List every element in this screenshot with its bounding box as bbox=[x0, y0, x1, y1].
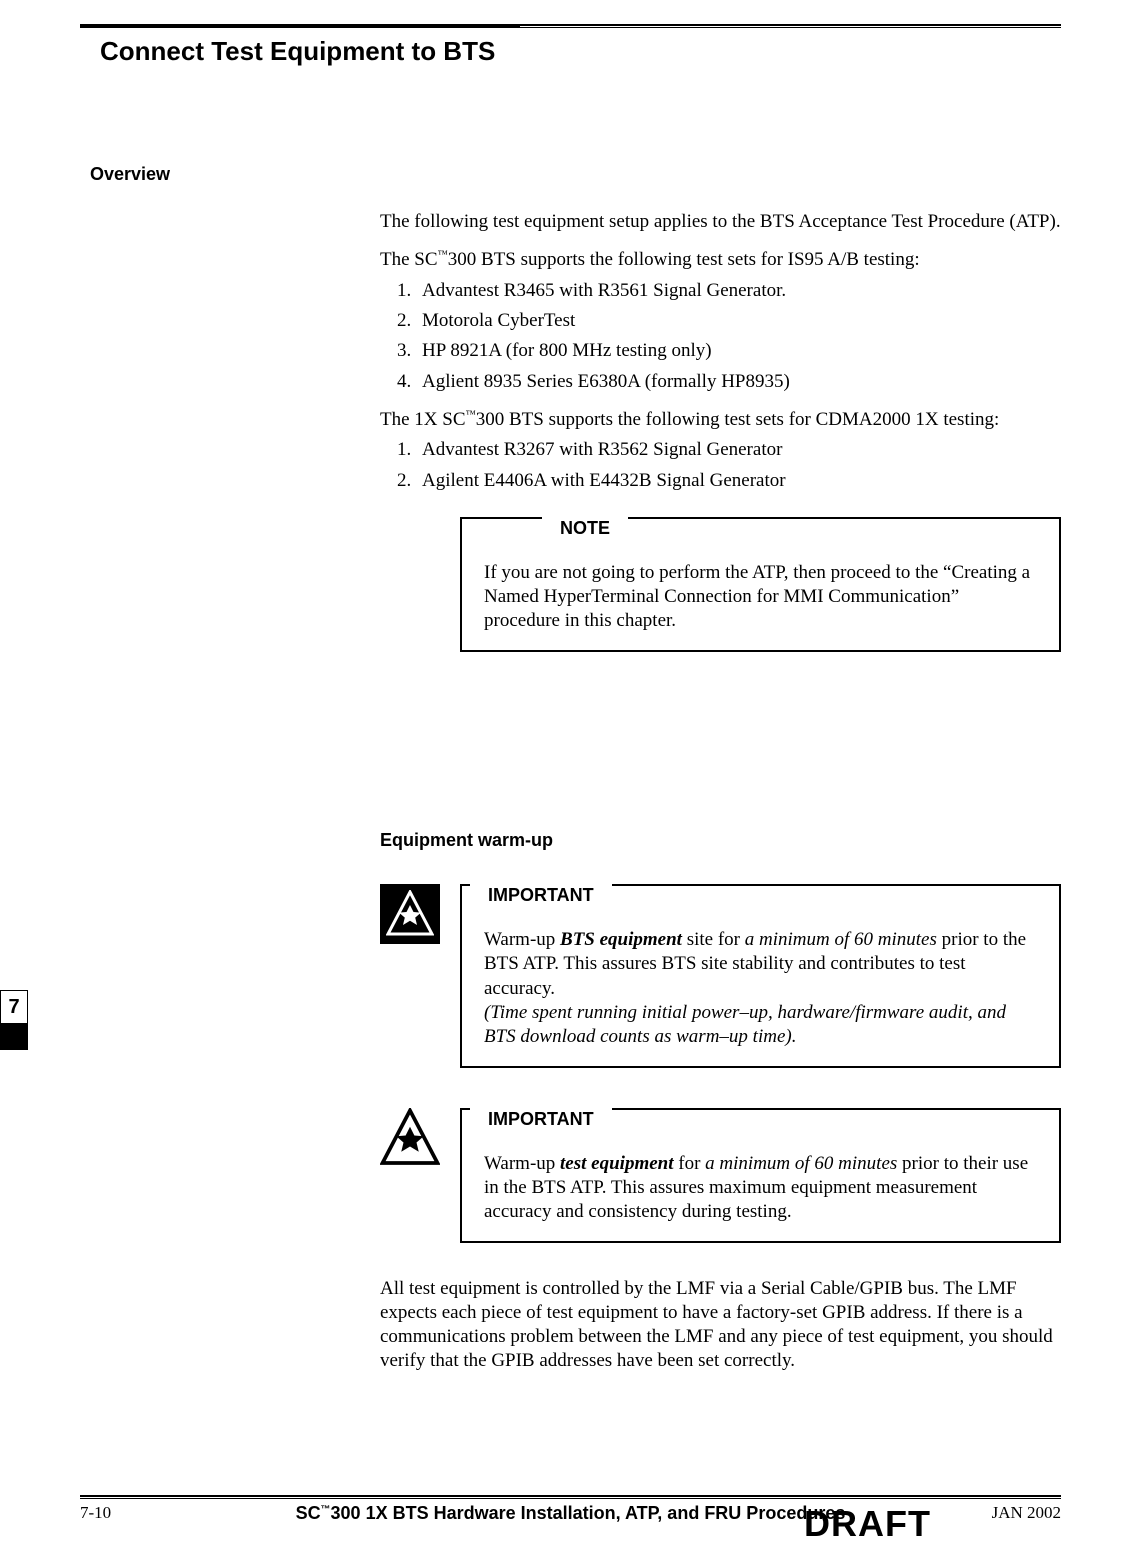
overview-supports-line: The SC™300 BTS supports the following te… bbox=[380, 248, 1061, 272]
overview-heading: Overview bbox=[90, 164, 170, 185]
list1-item-1: Advantest R3465 with R3561 Signal Genera… bbox=[416, 279, 1061, 303]
list1-item-3: HP 8921A (for 800 MHz testing only) bbox=[416, 339, 1061, 363]
test-sets-list-1: Advantest R3465 with R3561 Signal Genera… bbox=[380, 279, 1061, 394]
supports-pre: The SC bbox=[380, 249, 438, 270]
note-text: If you are not going to perform the ATP,… bbox=[484, 562, 1030, 632]
imp2-min60: a minimum of 60 minutes bbox=[705, 1153, 897, 1174]
page-footer: 7-10 SC™300 1X BTS Hardware Installation… bbox=[80, 1503, 1061, 1539]
imp2-test-equipment: test equipment bbox=[560, 1153, 673, 1174]
warmup-body: IMPORTANT Warm-up BTS equipment site for… bbox=[380, 884, 1061, 1388]
important-label-1: IMPORTANT bbox=[470, 884, 612, 907]
overview-intro: The following test equipment setup appli… bbox=[380, 210, 1061, 234]
overview-body: The following test equipment setup appli… bbox=[380, 210, 1061, 652]
imp1-min60: a minimum of 60 minutes bbox=[745, 929, 937, 950]
imp1-bts-equipment: BTS equipment bbox=[560, 929, 682, 950]
test-sets-list-2: Advantest R3267 with R3562 Signal Genera… bbox=[380, 438, 1061, 493]
important-label-2: IMPORTANT bbox=[470, 1108, 612, 1131]
list2-item-2: Agilent E4406A with E4432B Signal Genera… bbox=[416, 469, 1061, 493]
chapter-tab-number: 7 bbox=[0, 990, 28, 1024]
note-box: NOTE If you are not going to perform the… bbox=[460, 517, 1061, 652]
supports2-post: 300 BTS supports the following test sets… bbox=[476, 409, 1000, 430]
warmup-heading: Equipment warm-up bbox=[380, 830, 553, 851]
important-callout-1: IMPORTANT Warm-up BTS equipment site for… bbox=[380, 884, 1061, 1068]
trademark-symbol-2: ™ bbox=[466, 410, 476, 421]
note-label: NOTE bbox=[542, 517, 628, 540]
star-icon-outline bbox=[380, 1108, 440, 1168]
list2-item-1: Advantest R3267 with R3562 Signal Genera… bbox=[416, 438, 1061, 462]
top-rule-accent bbox=[80, 24, 520, 27]
important-box-1: IMPORTANT Warm-up BTS equipment site for… bbox=[460, 884, 1061, 1068]
footer-center-pre: SC bbox=[296, 1503, 321, 1523]
footer-tm: ™ bbox=[321, 1504, 331, 1515]
star-icon bbox=[380, 884, 440, 944]
chapter-tab: 7 bbox=[0, 990, 28, 1050]
page-root: Connect Test Equipment to BTS Overview T… bbox=[0, 0, 1141, 1553]
closing-paragraph: All test equipment is controlled by the … bbox=[380, 1277, 1061, 1374]
imp1-lead: Warm-up bbox=[484, 929, 560, 950]
list1-item-4: Aglient 8935 Series E6380A (formally HP8… bbox=[416, 370, 1061, 394]
supports-post: 300 BTS supports the following test sets… bbox=[448, 249, 920, 270]
supports2-pre: The 1X SC bbox=[380, 409, 466, 430]
overview-supports2-line: The 1X SC™300 BTS supports the following… bbox=[380, 408, 1061, 432]
imp1-mid: site for bbox=[682, 929, 745, 950]
important-callout-2: IMPORTANT Warm-up test equipment for a m… bbox=[380, 1108, 1061, 1243]
trademark-symbol: ™ bbox=[438, 250, 448, 261]
footer-center-post: 300 1X BTS Hardware Installation, ATP, a… bbox=[331, 1503, 846, 1523]
chapter-tab-accent bbox=[0, 1024, 28, 1050]
page-title: Connect Test Equipment to BTS bbox=[100, 36, 495, 67]
important-box-2: IMPORTANT Warm-up test equipment for a m… bbox=[460, 1108, 1061, 1243]
imp2-lead: Warm-up bbox=[484, 1153, 560, 1174]
footer-date: JAN 2002 bbox=[992, 1503, 1061, 1523]
footer-rule bbox=[80, 1495, 1061, 1499]
list1-item-2: Motorola CyberTest bbox=[416, 309, 1061, 333]
draft-watermark: DRAFT bbox=[804, 1503, 931, 1545]
imp1-paren: (Time spent running initial power–up, ha… bbox=[484, 1002, 1006, 1047]
imp2-mid: for bbox=[674, 1153, 706, 1174]
